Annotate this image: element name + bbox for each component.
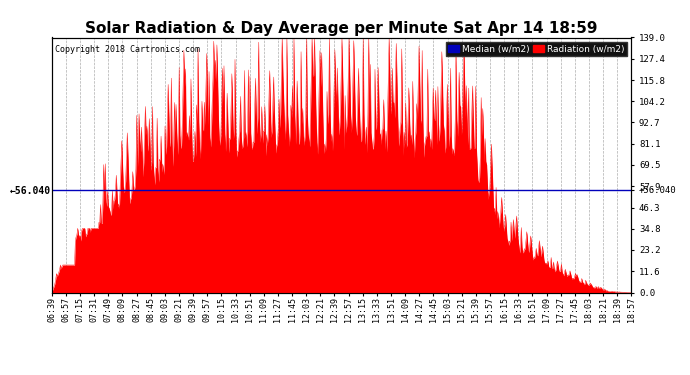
- Legend: Median (w/m2), Radiation (w/m2): Median (w/m2), Radiation (w/m2): [446, 42, 627, 56]
- Title: Solar Radiation & Day Average per Minute Sat Apr 14 18:59: Solar Radiation & Day Average per Minute…: [86, 21, 598, 36]
- Text: Copyright 2018 Cartronics.com: Copyright 2018 Cartronics.com: [55, 45, 199, 54]
